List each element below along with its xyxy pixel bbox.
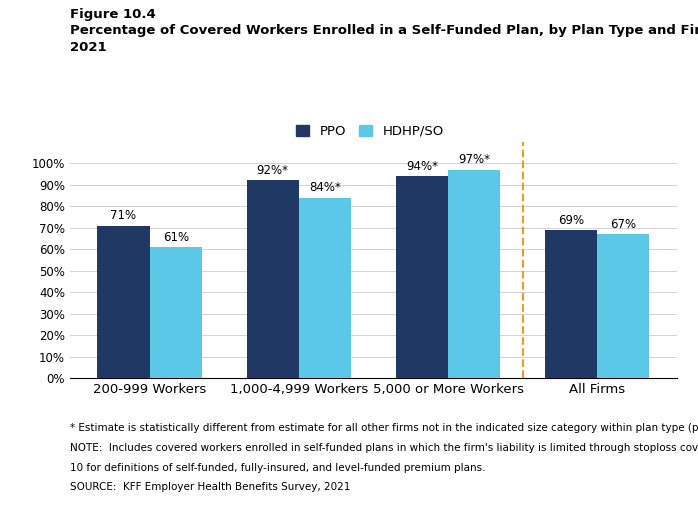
Text: 97%*: 97%* bbox=[458, 153, 490, 166]
Bar bbox=[98, 226, 149, 378]
Bar bbox=[597, 234, 649, 378]
Bar bbox=[396, 176, 448, 378]
Bar bbox=[246, 181, 299, 378]
Text: 71%: 71% bbox=[110, 209, 137, 222]
Bar bbox=[448, 170, 500, 378]
Text: 10 for definitions of self-funded, fully-insured, and level-funded premium plans: 10 for definitions of self-funded, fully… bbox=[70, 463, 485, 472]
Text: 92%*: 92%* bbox=[257, 164, 289, 177]
Bar bbox=[545, 230, 597, 378]
Text: Percentage of Covered Workers Enrolled in a Self-Funded Plan, by Plan Type and F: Percentage of Covered Workers Enrolled i… bbox=[70, 24, 698, 37]
Text: * Estimate is statistically different from estimate for all other firms not in t: * Estimate is statistically different fr… bbox=[70, 423, 698, 433]
Legend: PPO, HDHP/SO: PPO, HDHP/SO bbox=[296, 125, 444, 138]
Text: Figure 10.4: Figure 10.4 bbox=[70, 8, 156, 21]
Text: 94%*: 94%* bbox=[406, 160, 438, 173]
Text: 2021: 2021 bbox=[70, 41, 106, 54]
Text: 84%*: 84%* bbox=[309, 181, 341, 194]
Text: 69%: 69% bbox=[558, 214, 584, 227]
Text: NOTE:  Includes covered workers enrolled in self-funded plans in which the firm': NOTE: Includes covered workers enrolled … bbox=[70, 443, 698, 453]
Bar bbox=[149, 247, 202, 378]
Text: 61%: 61% bbox=[163, 231, 188, 244]
Text: SOURCE:  KFF Employer Health Benefits Survey, 2021: SOURCE: KFF Employer Health Benefits Sur… bbox=[70, 482, 350, 492]
Text: 67%: 67% bbox=[610, 218, 637, 231]
Bar bbox=[299, 197, 351, 378]
